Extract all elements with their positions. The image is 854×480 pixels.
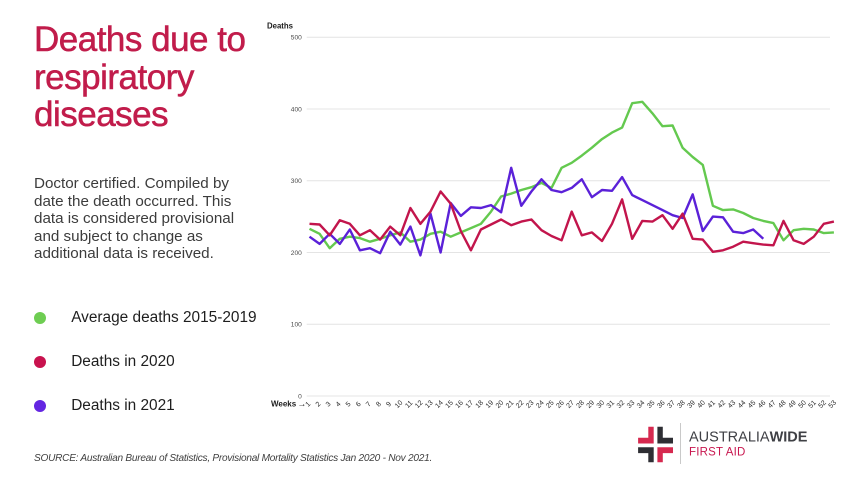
svg-text:37: 37 bbox=[666, 399, 677, 410]
svg-text:53: 53 bbox=[828, 399, 839, 410]
svg-text:47: 47 bbox=[767, 399, 778, 410]
svg-text:43: 43 bbox=[727, 399, 738, 410]
svg-text:2: 2 bbox=[315, 401, 323, 409]
svg-text:31: 31 bbox=[606, 399, 617, 410]
svg-text:500: 500 bbox=[291, 35, 302, 42]
svg-text:5: 5 bbox=[345, 401, 353, 409]
svg-text:15: 15 bbox=[444, 399, 455, 410]
svg-text:10: 10 bbox=[394, 399, 405, 410]
svg-text:→: → bbox=[298, 399, 307, 409]
svg-text:39: 39 bbox=[686, 399, 697, 410]
svg-text:38: 38 bbox=[676, 399, 687, 410]
svg-text:14: 14 bbox=[434, 399, 445, 410]
svg-text:13: 13 bbox=[424, 399, 435, 410]
svg-text:22: 22 bbox=[515, 399, 526, 410]
svg-text:20: 20 bbox=[495, 399, 506, 410]
svg-text:17: 17 bbox=[465, 399, 476, 410]
svg-text:200: 200 bbox=[291, 250, 302, 257]
svg-text:36: 36 bbox=[656, 399, 667, 410]
svg-text:28: 28 bbox=[576, 399, 587, 410]
svg-text:6: 6 bbox=[355, 401, 363, 409]
svg-text:100: 100 bbox=[291, 322, 302, 329]
svg-text:23: 23 bbox=[525, 399, 536, 410]
svg-text:3: 3 bbox=[325, 401, 333, 409]
svg-text:34: 34 bbox=[636, 399, 647, 410]
svg-text:49: 49 bbox=[787, 399, 798, 410]
svg-text:4: 4 bbox=[335, 401, 343, 409]
svg-text:42: 42 bbox=[717, 399, 728, 410]
svg-text:8: 8 bbox=[375, 401, 383, 409]
svg-text:46: 46 bbox=[757, 399, 768, 410]
svg-text:1: 1 bbox=[305, 401, 313, 409]
svg-text:11: 11 bbox=[404, 400, 414, 410]
svg-text:400: 400 bbox=[291, 106, 302, 113]
svg-text:48: 48 bbox=[777, 399, 788, 410]
svg-text:51: 51 bbox=[808, 399, 819, 410]
svg-text:30: 30 bbox=[596, 399, 607, 410]
svg-text:44: 44 bbox=[737, 399, 748, 410]
svg-text:12: 12 bbox=[414, 399, 425, 410]
svg-text:Weeks: Weeks bbox=[271, 400, 297, 409]
svg-text:21: 21 bbox=[505, 399, 516, 410]
svg-text:19: 19 bbox=[485, 399, 496, 410]
svg-text:FIRST AID: FIRST AID bbox=[689, 447, 746, 459]
svg-text:Deaths: Deaths bbox=[267, 22, 294, 31]
svg-text:18: 18 bbox=[475, 399, 486, 410]
svg-text:52: 52 bbox=[818, 399, 829, 410]
svg-text:300: 300 bbox=[291, 178, 302, 185]
svg-text:29: 29 bbox=[586, 399, 597, 410]
svg-text:35: 35 bbox=[646, 399, 657, 410]
svg-text:27: 27 bbox=[565, 399, 576, 410]
svg-text:24: 24 bbox=[535, 399, 546, 410]
svg-text:33: 33 bbox=[626, 399, 637, 410]
svg-text:9: 9 bbox=[385, 401, 393, 409]
svg-text:40: 40 bbox=[697, 399, 708, 410]
svg-text:41: 41 bbox=[707, 399, 718, 410]
svg-text:45: 45 bbox=[747, 399, 758, 410]
svg-text:7: 7 bbox=[365, 401, 373, 409]
svg-text:16: 16 bbox=[455, 399, 466, 410]
svg-text:26: 26 bbox=[555, 399, 566, 410]
svg-text:25: 25 bbox=[545, 399, 556, 410]
svg-text:AUSTRALIAWIDE: AUSTRALIAWIDE bbox=[689, 430, 808, 446]
svg-text:32: 32 bbox=[616, 399, 627, 410]
svg-text:0: 0 bbox=[298, 393, 302, 400]
svg-text:50: 50 bbox=[797, 399, 808, 410]
